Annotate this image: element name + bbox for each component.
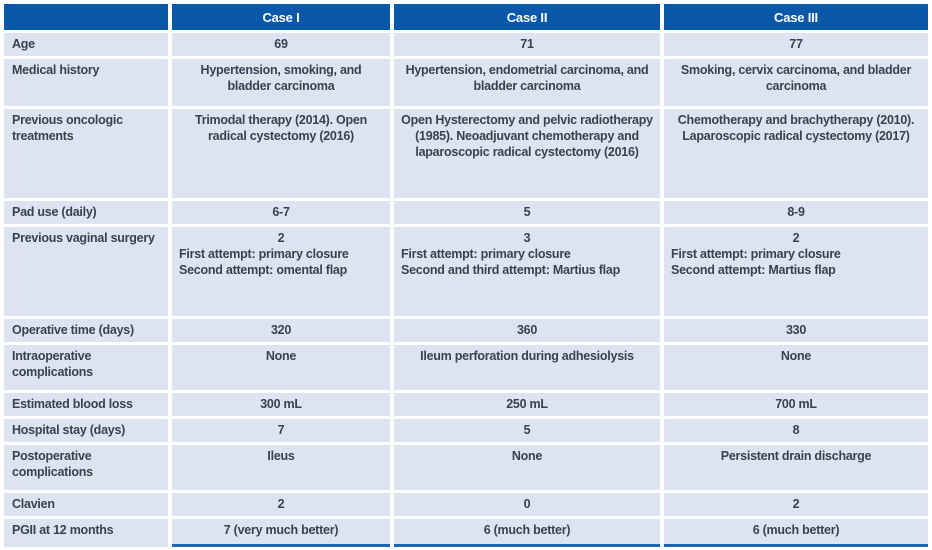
table-row: Estimated blood loss 300 mL 250 mL 700 mL [4,393,928,416]
table-header-row: Case I Case II Case III [4,4,928,30]
table-row: Intraoperative complications None Ileum pe… [4,345,928,390]
cell-value: 360 [394,319,660,342]
table-body: Age 69 71 77 Medical history Hypertension, sm… [4,33,928,547]
row-label: Intraoperative complications [4,345,168,390]
cell-value: Persistent drain discharge [664,445,928,490]
surgery-detail: First attempt: primary closure [401,247,571,261]
table-row: Previous vaginal surgery 2 First attempt: … [4,227,928,316]
cell-value: 2 First attempt: primary closure Second at… [172,227,390,316]
cell-value: 6 (much better) [394,519,660,547]
cell-value: 2 [664,493,928,516]
row-label: Estimated blood loss [4,393,168,416]
cell-value: 71 [394,33,660,56]
cell-value: 300 mL [172,393,390,416]
cell-value: 7 (very much better) [172,519,390,547]
row-label: Pad use (daily) [4,201,168,224]
cell-value: 8 [664,419,928,442]
surgery-detail: Second attempt: Martius flap [671,263,836,277]
table-row: Previous oncologic treatments Trimodal th… [4,109,928,198]
row-label: PGII at 12 months [4,519,168,547]
row-label: Medical history [4,59,168,106]
cell-value: 7 [172,419,390,442]
row-label: Previous vaginal surgery [4,227,168,316]
surgery-detail: First attempt: primary closure [179,247,349,261]
cell-value: 2 [172,493,390,516]
row-label: Clavien [4,493,168,516]
column-header-blank [4,4,168,30]
column-header: Case I [172,4,390,30]
cell-value: Smoking, cervix carcinoma, and bladder c… [664,59,928,106]
cell-value: 6 (much better) [664,519,928,547]
cell-value: 320 [172,319,390,342]
table-row: Hospital stay (days) 7 5 8 [4,419,928,442]
cell-value: None [394,445,660,490]
table-row: Clavien 2 0 2 [4,493,928,516]
surgery-detail: Second and third attempt: Martius flap [401,263,620,277]
cell-value: 700 mL [664,393,928,416]
cell-value: Trimodal therapy (2014). Open radical cy… [172,109,390,198]
cell-value: 6-7 [172,201,390,224]
cell-value: 330 [664,319,928,342]
surgery-detail: Second attempt: omental flap [179,263,348,277]
cell-value: 77 [664,33,928,56]
cell-value: 250 mL [394,393,660,416]
cell-value: None [664,345,928,390]
cell-value: 69 [172,33,390,56]
table-header: Case I Case II Case III [4,4,928,30]
row-label: Operative time (days) [4,319,168,342]
cell-value: Open Hysterectomy and pelvic radiotherap… [394,109,660,198]
cell-value: Ileum perforation during adhesiolysis [394,345,660,390]
column-header: Case II [394,4,660,30]
cell-value: 0 [394,493,660,516]
table-row: PGII at 12 months 7 (very much better) 6 (… [4,519,928,547]
table-row: Operative time (days) 320 360 330 [4,319,928,342]
column-header: Case III [664,4,928,30]
surgery-count: 3 [523,231,531,245]
cell-value: None [172,345,390,390]
cell-value: 5 [394,419,660,442]
table-row: Postoperative complications Ileus None Pers… [4,445,928,490]
surgery-detail: First attempt: primary closure [671,247,841,261]
cell-value: Hypertension, smoking, and bladder carci… [172,59,390,106]
cell-value: Chemotherapy and brachytherapy (2010). L… [664,109,928,198]
surgery-count: 2 [277,231,285,245]
row-label: Hospital stay (days) [4,419,168,442]
cell-value: 2 First attempt: primary closure Second at… [664,227,928,316]
table-row: Medical history Hypertension, smoking, an… [4,59,928,106]
cell-value: 8-9 [664,201,928,224]
surgery-count: 2 [792,231,800,245]
table-row: Pad use (daily) 6-7 5 8-9 [4,201,928,224]
row-label: Previous oncologic treatments [4,109,168,198]
cell-value: Hypertension, endometrial carcinoma, and… [394,59,660,106]
row-label: Age [4,33,168,56]
row-label: Postoperative complications [4,445,168,490]
table-row: Age 69 71 77 [4,33,928,56]
cell-value: 5 [394,201,660,224]
cell-value: 3 First attempt: primary closure Second an… [394,227,660,316]
cell-value: Ileus [172,445,390,490]
